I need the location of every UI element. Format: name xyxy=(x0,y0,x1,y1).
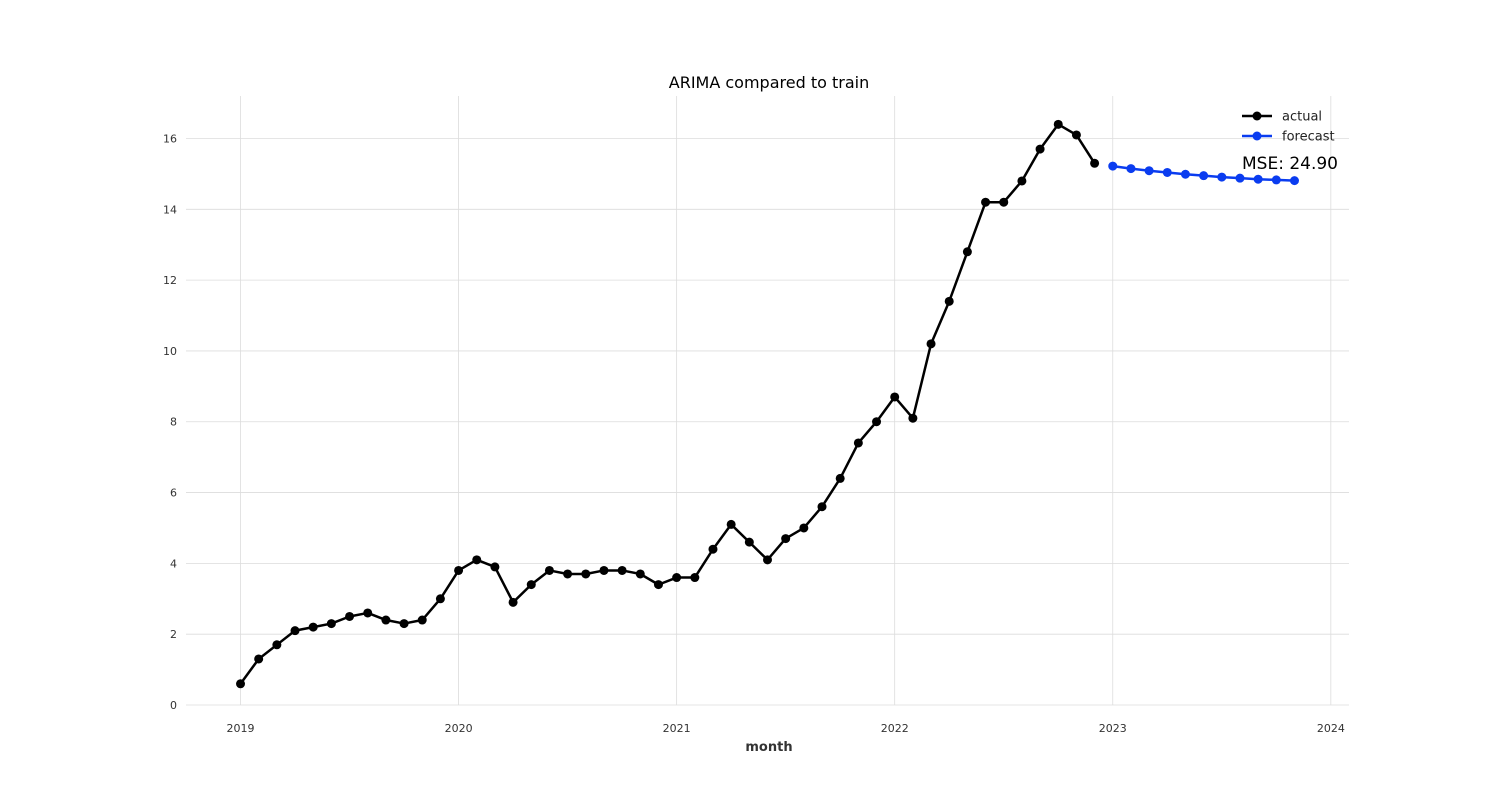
x-tick-label: 2019 xyxy=(227,722,255,735)
data-point-actual xyxy=(544,565,554,575)
data-point-actual xyxy=(1053,119,1063,129)
data-point-actual xyxy=(708,544,718,554)
y-tick-label: 2 xyxy=(170,628,177,641)
data-point-actual xyxy=(508,597,518,607)
x-tick-label: 2023 xyxy=(1099,722,1127,735)
legend-item-forecast: forecast xyxy=(1242,130,1335,145)
data-point-forecast xyxy=(1126,164,1136,174)
data-point-actual xyxy=(599,565,609,575)
data-point-forecast xyxy=(1289,176,1299,186)
x-tick-label: 2024 xyxy=(1317,722,1345,735)
y-tick-label: 12 xyxy=(163,274,177,287)
data-point-actual xyxy=(1035,144,1045,154)
data-point-actual xyxy=(581,569,591,579)
data-point-actual xyxy=(381,615,391,625)
chart-title: ARIMA compared to train xyxy=(669,73,869,92)
data-point-actual xyxy=(799,523,809,533)
data-point-actual xyxy=(236,679,246,689)
data-point-actual xyxy=(962,247,972,257)
data-point-forecast xyxy=(1253,174,1263,184)
legend-label: forecast xyxy=(1282,130,1335,145)
data-point-actual xyxy=(1090,158,1100,168)
data-point-actual xyxy=(435,594,445,604)
data-point-actual xyxy=(617,565,627,575)
data-point-actual xyxy=(399,619,409,629)
mse-annotation: MSE: 24.90 xyxy=(1242,154,1338,174)
data-point-forecast xyxy=(1108,161,1118,171)
x-axis-label: month xyxy=(745,740,792,755)
data-point-forecast xyxy=(1235,173,1245,183)
y-tick-label: 8 xyxy=(170,416,177,429)
data-point-actual xyxy=(363,608,373,618)
data-point-actual xyxy=(472,555,482,565)
data-point-actual xyxy=(817,502,827,512)
data-point-actual xyxy=(653,580,663,590)
data-point-forecast xyxy=(1199,171,1209,181)
data-point-actual xyxy=(926,339,936,349)
data-point-actual xyxy=(981,197,991,207)
y-tick-label: 14 xyxy=(163,203,177,216)
series xyxy=(236,119,1299,689)
y-tick-label: 0 xyxy=(170,699,177,712)
series-line-actual xyxy=(239,123,1096,685)
data-point-actual xyxy=(526,580,536,590)
data-point-actual xyxy=(308,622,318,632)
data-point-forecast xyxy=(1144,166,1154,176)
data-point-forecast xyxy=(1217,172,1227,182)
data-point-actual xyxy=(1071,130,1081,140)
data-point-actual xyxy=(999,197,1009,207)
data-point-actual xyxy=(726,519,736,529)
series-forecast xyxy=(1108,161,1299,186)
data-point-actual xyxy=(635,569,645,579)
data-point-actual xyxy=(1017,176,1027,186)
legend-marker xyxy=(1252,111,1262,121)
data-point-actual xyxy=(490,562,500,572)
x-tick-label: 2020 xyxy=(445,722,473,735)
data-point-actual xyxy=(290,626,300,636)
data-point-actual xyxy=(853,438,863,448)
legend-marker xyxy=(1252,131,1262,141)
data-point-actual xyxy=(672,573,682,583)
y-tick-label: 4 xyxy=(170,557,177,570)
data-point-actual xyxy=(890,392,900,402)
data-point-forecast xyxy=(1271,175,1281,185)
data-point-actual xyxy=(454,565,464,575)
data-point-actual xyxy=(417,615,427,625)
data-point-actual xyxy=(781,534,791,544)
y-tick-label: 16 xyxy=(163,132,177,145)
data-point-actual xyxy=(345,611,355,621)
data-point-actual xyxy=(272,640,282,650)
data-point-actual xyxy=(690,573,700,583)
data-point-actual xyxy=(944,296,954,306)
data-point-actual xyxy=(835,473,845,483)
y-tick-label: 6 xyxy=(170,487,177,500)
data-point-forecast xyxy=(1180,169,1190,179)
data-point-actual xyxy=(254,654,264,664)
data-point-forecast xyxy=(1162,167,1172,177)
data-point-actual xyxy=(326,619,336,629)
y-tick-label: 10 xyxy=(163,345,177,358)
x-tick-label: 2021 xyxy=(663,722,691,735)
data-point-actual xyxy=(908,413,918,423)
axis-ticks: 2019 2020 2021 2022 2023 2024 0 2 4 6 8 10 12 14 16 xyxy=(163,132,1345,735)
data-point-actual xyxy=(872,417,882,427)
data-point-actual xyxy=(763,555,772,565)
legend-item-actual: actual xyxy=(1242,110,1322,125)
x-tick-label: 2022 xyxy=(881,722,909,735)
series-actual xyxy=(236,119,1100,689)
legend: actual forecast xyxy=(1242,110,1335,145)
grid xyxy=(186,96,1349,706)
legend-label: actual xyxy=(1282,110,1322,125)
data-point-actual xyxy=(744,537,754,547)
data-point-actual xyxy=(563,569,573,579)
